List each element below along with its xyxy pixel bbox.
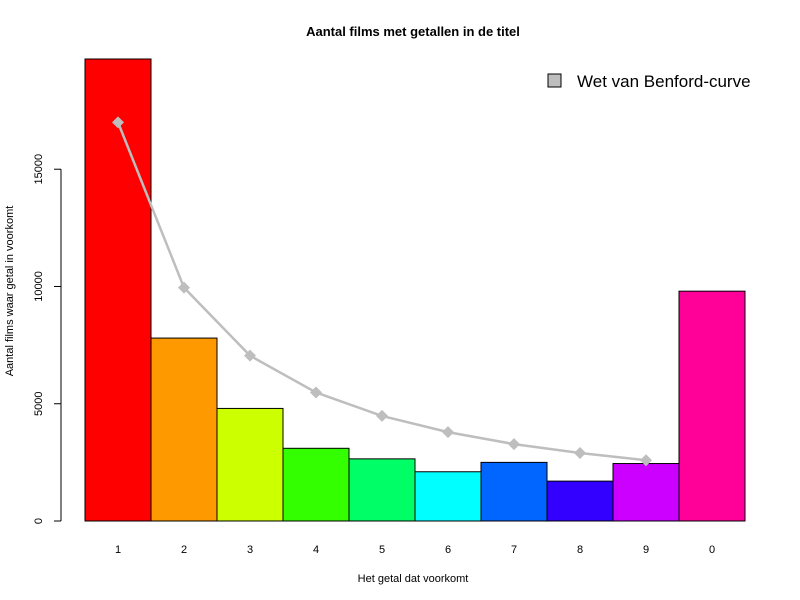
- x-tick-label-4: 4: [313, 544, 319, 556]
- x-tick-label-5: 5: [379, 544, 385, 556]
- benford-point-5: [376, 409, 388, 422]
- legend-swatch: [547, 73, 562, 88]
- x-tick-label-3: 3: [247, 544, 253, 556]
- x-tick-label-2: 2: [181, 544, 187, 556]
- benford-curve-group: [112, 116, 652, 467]
- y-tick-label-0: 0: [33, 518, 45, 524]
- bar-5: [348, 458, 416, 522]
- x-tick-label-8: 8: [577, 544, 583, 556]
- x-tick-label-1: 1: [115, 544, 121, 556]
- bar-7: [480, 461, 548, 522]
- benford-point-2: [178, 281, 190, 294]
- x-tick-label-0: 0: [709, 544, 715, 556]
- legend: Wet van Benford-curve: [547, 72, 751, 91]
- benford-point-8: [574, 446, 586, 459]
- bars-group: [84, 58, 746, 522]
- benford-point-9: [640, 454, 652, 467]
- bar-6: [414, 471, 482, 522]
- x-tick-label-9: 9: [643, 544, 649, 556]
- bar-1: [84, 58, 152, 522]
- bar-2: [150, 337, 218, 522]
- bar-9: [612, 463, 680, 522]
- x-axis-label: Het getal dat voorkomt: [358, 573, 469, 585]
- legend-label: Wet van Benford-curve: [577, 72, 751, 91]
- y-tick-label-10000: 10000: [33, 271, 45, 302]
- benford-point-4: [310, 386, 322, 399]
- bar-3: [216, 407, 284, 522]
- x-tick-label-6: 6: [445, 544, 451, 556]
- y-axis: 0 5000 10000 15000: [33, 154, 62, 524]
- bar-8: [546, 480, 614, 522]
- x-tick-label-7: 7: [511, 544, 517, 556]
- x-axis-tick-labels: 1 2 3 4 5 6 7 8 9 0: [115, 544, 715, 556]
- chart-title: Aantal films met getallen in de titel: [306, 24, 520, 39]
- y-axis-label: Aantal films waar getal in voorkomt: [4, 206, 16, 377]
- benford-point-6: [442, 426, 454, 439]
- benford-point-1: [112, 116, 124, 129]
- y-tick-label-15000: 15000: [33, 154, 45, 185]
- y-tick-label-5000: 5000: [33, 391, 45, 415]
- benford-point-7: [508, 438, 520, 451]
- bar-0: [678, 290, 746, 522]
- bar-4: [282, 447, 350, 522]
- benford-point-3: [244, 349, 256, 362]
